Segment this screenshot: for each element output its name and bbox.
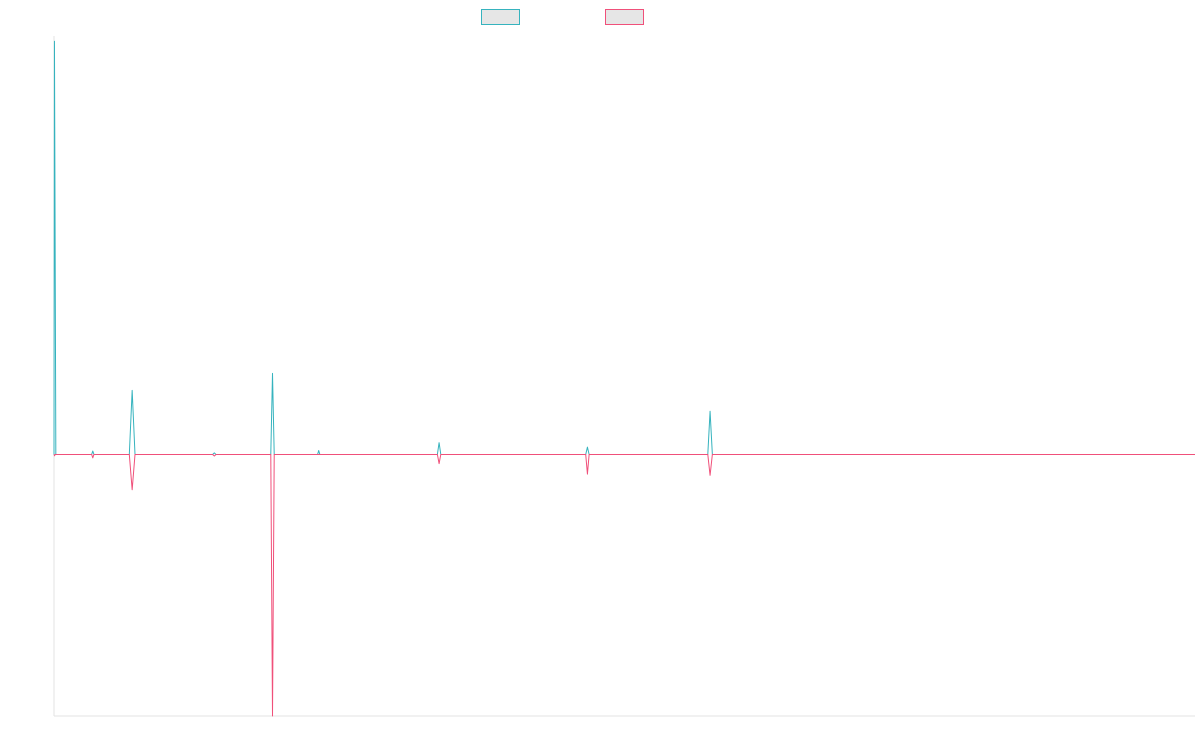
series-line-1 [53, 40, 1195, 455]
legend-swatch-series-2[interactable] [605, 9, 644, 25]
series-layer [53, 40, 1195, 717]
legend-swatch-series-1[interactable] [481, 9, 520, 25]
series-line-2 [53, 453, 1195, 717]
